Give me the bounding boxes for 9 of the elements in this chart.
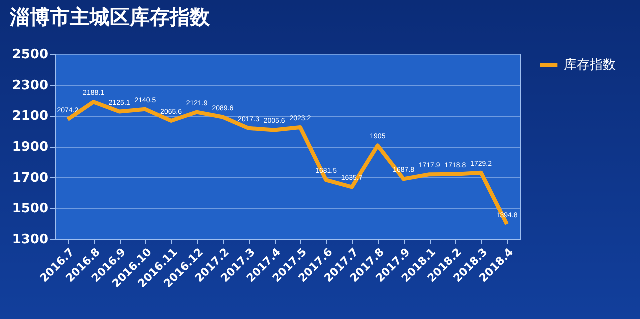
chart-title: 淄博市主城区库存指数 — [9, 5, 211, 29]
y-tick-label: 1700 — [12, 170, 48, 186]
y-tick-label: 1500 — [12, 202, 48, 217]
y-tick-label: 2300 — [12, 78, 48, 94]
y-tick-label: 1300 — [12, 232, 48, 248]
y-tick-label: 2500 — [12, 48, 48, 62]
legend-label: 库存指数 — [564, 58, 616, 73]
y-tick-label: 1900 — [12, 140, 48, 155]
y-tick-label: 2100 — [12, 109, 48, 124]
